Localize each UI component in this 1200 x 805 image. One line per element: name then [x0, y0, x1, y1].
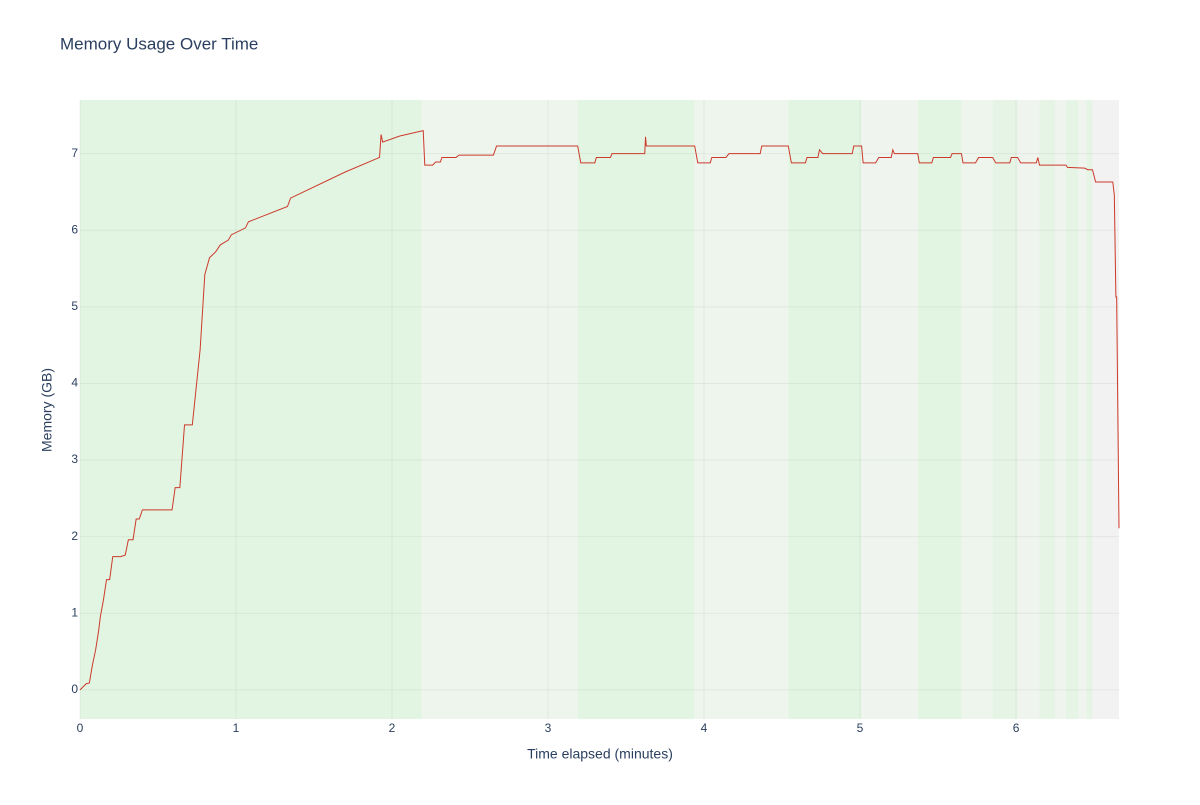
- data-line: [79, 130, 1120, 691]
- x-tick-label: 3: [545, 721, 552, 735]
- shaded-region: [1086, 100, 1093, 719]
- y-tick-label: 1: [71, 605, 78, 619]
- x-tick-label: 2: [389, 721, 396, 735]
- shaded-region: [577, 100, 695, 719]
- shaded-region: [80, 100, 422, 719]
- shaded-region: [694, 100, 789, 719]
- shaded-region: [992, 100, 1018, 719]
- x-tick-label: 6: [1013, 721, 1020, 735]
- y-tick-label: 5: [71, 299, 78, 313]
- shaded-region: [1065, 100, 1079, 719]
- x-tick-label: 4: [701, 721, 708, 735]
- shaded-region: [861, 100, 918, 719]
- x-tick-label: 0: [77, 721, 84, 735]
- y-tick-label: 2: [71, 529, 78, 543]
- shaded-region: [1039, 100, 1056, 719]
- x-axis-label: Time elapsed (minutes): [527, 746, 673, 762]
- shaded-region: [1017, 100, 1040, 719]
- y-tick-label: 7: [71, 146, 78, 160]
- x-tick-label: 1: [233, 721, 240, 735]
- y-tick-label: 4: [71, 376, 78, 390]
- y-tick-label: 3: [71, 452, 78, 466]
- shaded-region: [961, 100, 993, 719]
- shaded-region: [421, 100, 578, 719]
- x-tick-label: 5: [857, 721, 864, 735]
- shaded-region: [1078, 100, 1087, 719]
- shaded-region: [917, 100, 962, 719]
- y-axis-label: Memory (GB): [39, 368, 55, 452]
- shaded-region: [788, 100, 862, 719]
- y-tick-label: 0: [71, 682, 78, 696]
- chart-title: Memory Usage Over Time: [60, 34, 258, 53]
- shaded-region: [1092, 100, 1119, 719]
- shaded-region: [1055, 100, 1066, 719]
- y-tick-label: 6: [71, 222, 78, 236]
